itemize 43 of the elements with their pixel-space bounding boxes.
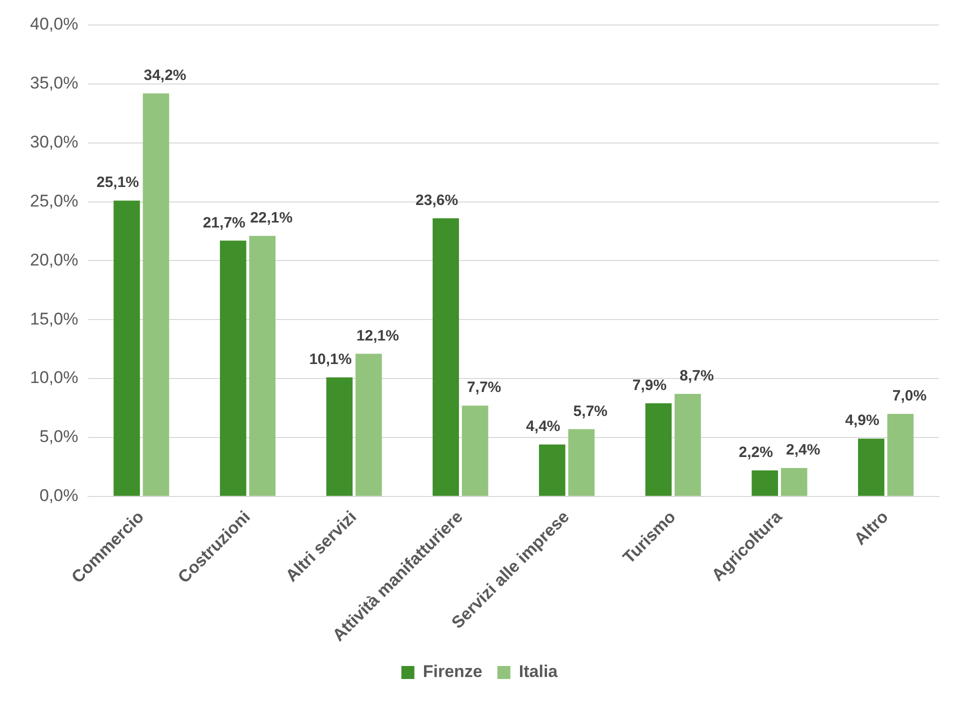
data-label: 7,9% — [632, 376, 667, 394]
data-label: 12,1% — [356, 327, 399, 344]
data-label: 22,1% — [250, 210, 293, 227]
y-tick-label: 30,0% — [30, 132, 78, 152]
y-tick-label: 40,0% — [30, 14, 78, 34]
bar — [220, 240, 246, 496]
bar — [858, 438, 884, 496]
bar — [356, 354, 382, 496]
bar — [645, 403, 672, 496]
data-label: 4,4% — [526, 418, 560, 436]
bar — [432, 218, 459, 496]
data-label: 4,9% — [845, 412, 880, 430]
data-label: 23,6% — [416, 192, 458, 209]
bar — [114, 200, 140, 496]
data-label: 2,2% — [738, 444, 773, 462]
y-tick-label: 35,0% — [30, 74, 78, 93]
data-label: 7,0% — [892, 387, 927, 404]
bar — [674, 394, 701, 496]
bar — [538, 444, 566, 496]
bar — [568, 429, 595, 496]
bar — [887, 414, 914, 496]
bar — [249, 236, 276, 496]
data-label: 21,7% — [202, 214, 246, 232]
data-label: 5,7% — [573, 402, 608, 420]
bar — [780, 468, 808, 496]
data-label: 8,7% — [680, 367, 714, 384]
data-label: 10,1% — [309, 350, 352, 368]
y-tick-label: 5,0% — [39, 427, 78, 446]
y-tick-label: 10,0% — [30, 368, 78, 388]
legend-label: Italia — [518, 662, 558, 682]
bar — [326, 377, 353, 496]
data-label: 7,7% — [466, 379, 502, 396]
data-label: 25,1% — [96, 174, 140, 192]
data-label: 34,2% — [144, 66, 186, 84]
y-tick-label: 20,0% — [30, 250, 78, 270]
bar — [462, 406, 488, 496]
y-tick-label: 25,0% — [30, 191, 78, 210]
legend-label: Firenze — [422, 662, 482, 682]
bar — [142, 93, 170, 496]
y-tick-label: 0,0% — [39, 486, 78, 506]
data-label: 2,4% — [786, 442, 820, 459]
bar — [752, 470, 778, 496]
y-tick-label: 15,0% — [30, 309, 78, 328]
